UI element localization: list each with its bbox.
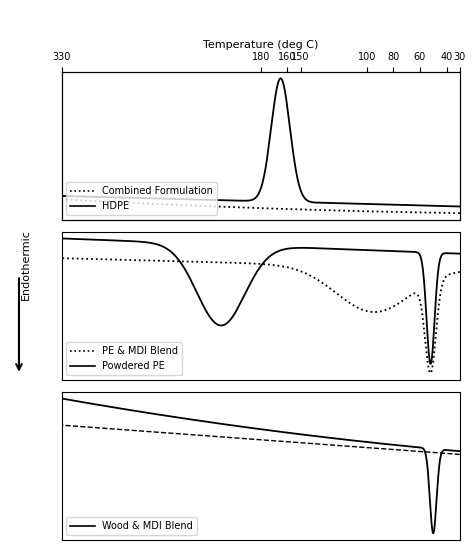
Legend: Combined Formulation, HDPE: Combined Formulation, HDPE — [66, 182, 217, 215]
Text: Endothermic: Endothermic — [21, 229, 31, 300]
Legend: Wood & MDI Blend: Wood & MDI Blend — [66, 517, 197, 535]
X-axis label: Temperature (deg C): Temperature (deg C) — [203, 40, 319, 50]
Legend: PE & MDI Blend, Powdered PE: PE & MDI Blend, Powdered PE — [66, 342, 182, 375]
